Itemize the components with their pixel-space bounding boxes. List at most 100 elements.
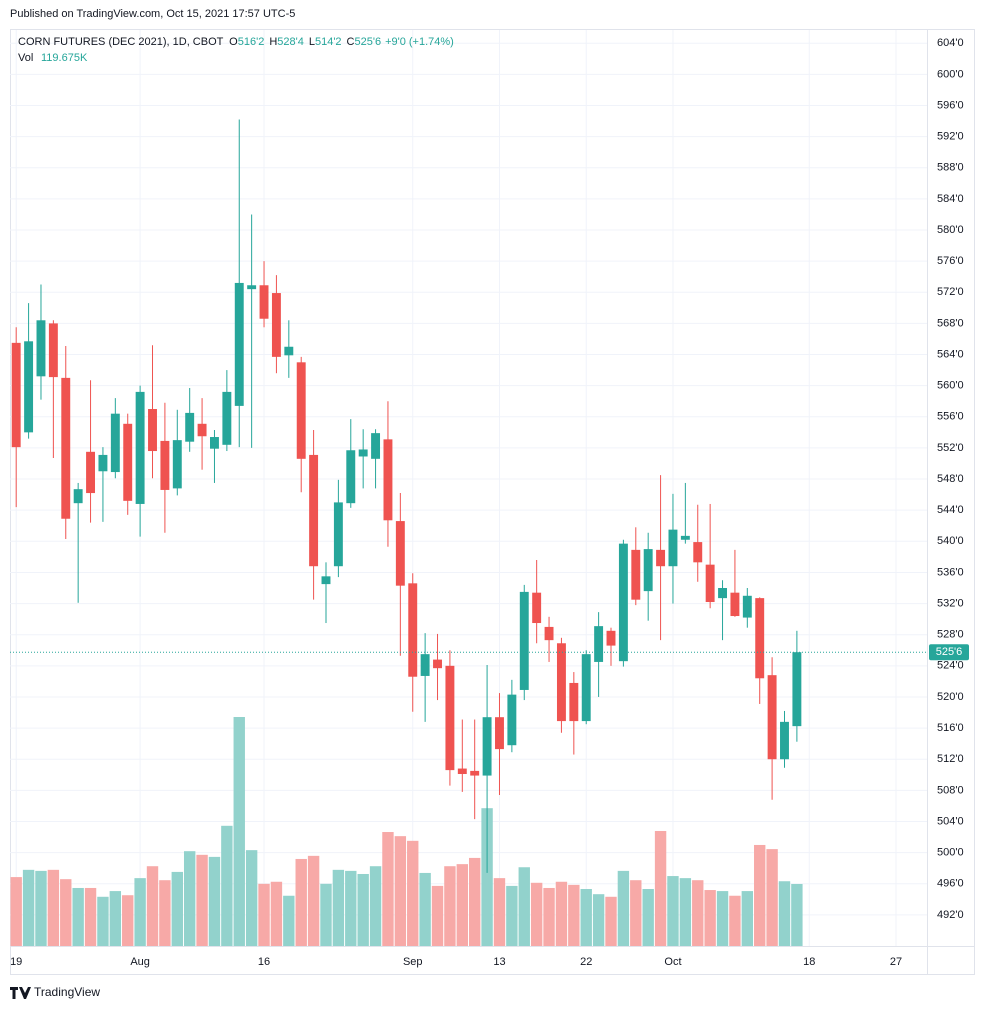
volume-bar: [543, 887, 555, 946]
candle-body: [693, 542, 703, 563]
candle-body: [495, 717, 504, 750]
volume-bar: [47, 869, 60, 946]
volume-bar: [493, 878, 506, 946]
ohlc-value: 514'2: [315, 36, 342, 48]
volume-bar: [419, 872, 431, 946]
candle-body: [234, 282, 244, 406]
volume-bar: [245, 850, 258, 946]
y-tick-label: 600'0: [937, 68, 964, 80]
candle-body: [185, 412, 195, 442]
candle-body: [445, 665, 455, 771]
y-tick-label: 604'0: [937, 37, 964, 49]
symbol-title: CORN FUTURES (DEC 2021), 1D, CBOT: [18, 36, 224, 48]
volume-bar: [605, 896, 617, 946]
volume-bar: [481, 808, 493, 946]
candle-body: [792, 652, 802, 727]
y-tick-label: 492'0: [937, 909, 964, 921]
legend-line: CORN FUTURES (DEC 2021), 1D, CBOT O516'2 H…: [18, 36, 454, 48]
volume-bar: [196, 854, 208, 946]
x-tick-label: 19: [10, 956, 22, 968]
y-tick-label: 584'0: [937, 193, 964, 205]
volume-bar: [518, 867, 530, 946]
volume-bar: [208, 856, 221, 946]
tv-logo: [10, 987, 31, 999]
volume-bar: [60, 879, 72, 946]
volume-bar: [109, 891, 122, 946]
volume-bar: [791, 883, 803, 946]
volume-bar: [270, 881, 283, 946]
volume-bar: [357, 873, 369, 946]
legend: CORN FUTURES (DEC 2021), 1D, CBOT O516'2 H…: [18, 36, 454, 64]
volume-bar: [555, 881, 568, 946]
y-tick-label: 528'0: [937, 629, 964, 641]
candle-body: [606, 630, 616, 646]
y-tick-label: 568'0: [937, 317, 964, 329]
candle-body: [507, 694, 517, 746]
candle-body: [556, 643, 566, 722]
volume-bar: [369, 866, 382, 946]
last-price-tag: [929, 644, 969, 661]
y-tick-label: 536'0: [937, 566, 964, 578]
volume-bar: [667, 876, 679, 946]
candle-body: [271, 293, 281, 357]
ohlc-key: H: [269, 36, 277, 48]
axes-layer: 492'0 496'0 500'0 504'0 508'0 512'0 516'0 520'0…: [10, 37, 969, 968]
candle-body: [780, 721, 789, 760]
candle-body: [569, 682, 579, 722]
candle-body: [48, 323, 58, 378]
volume-bar: [307, 855, 320, 946]
candle-body: [618, 543, 628, 662]
volume-bar: [258, 883, 270, 946]
x-tick-label: 18: [803, 956, 815, 968]
candle-body: [742, 595, 752, 618]
volume-bar: [692, 880, 704, 946]
candle-body: [86, 451, 96, 494]
volume-bar: [778, 881, 791, 946]
volume-bar: [320, 883, 332, 946]
volume-bar: [146, 866, 159, 946]
candle-body: [24, 341, 34, 433]
volume-bar: [159, 880, 171, 946]
candle-body: [383, 439, 393, 521]
candle-body: [581, 654, 591, 722]
y-tick-label: 540'0: [937, 535, 964, 547]
volume-bar: [741, 891, 754, 946]
ohlc-value: 516'2: [238, 36, 265, 48]
last-price-label: 525'6: [936, 646, 963, 658]
volume-bar: [704, 890, 716, 946]
candle-body: [210, 437, 219, 449]
volume-bar: [754, 844, 766, 946]
candle-body: [408, 583, 418, 677]
volume-bar: [431, 885, 444, 946]
published-note: Published on TradingView.com, Oct 15, 20…: [10, 8, 295, 20]
volume-bar: [766, 849, 778, 946]
volume-bar: [469, 857, 481, 946]
candle-body: [73, 489, 83, 504]
grid: [10, 30, 927, 946]
ohlc-key: L: [309, 36, 315, 48]
volume-bar: [716, 891, 729, 946]
volume-bar: [35, 870, 47, 946]
volume-bar: [97, 896, 109, 946]
volume-bar: [642, 889, 654, 946]
y-tick-label: 572'0: [937, 286, 964, 298]
candle-body: [420, 654, 430, 676]
volume-name: Vol: [18, 52, 33, 64]
x-tick-label: 27: [890, 956, 902, 968]
y-tick-label: 564'0: [937, 348, 964, 360]
y-tick-label: 532'0: [937, 597, 964, 609]
candle-body: [656, 549, 666, 567]
volume-bar: [407, 840, 419, 946]
candle-body: [470, 770, 480, 776]
volume-bar: [530, 882, 543, 946]
y-tick-label: 512'0: [937, 753, 964, 765]
volume-bar: [506, 885, 518, 946]
volume-bar: [729, 895, 741, 946]
x-tick-label: Oct: [664, 956, 681, 968]
volume-bar: [617, 870, 630, 946]
y-tick-label: 508'0: [937, 784, 964, 796]
volume-bar: [394, 836, 407, 946]
candle-body: [767, 675, 777, 760]
candle-body: [680, 535, 690, 540]
